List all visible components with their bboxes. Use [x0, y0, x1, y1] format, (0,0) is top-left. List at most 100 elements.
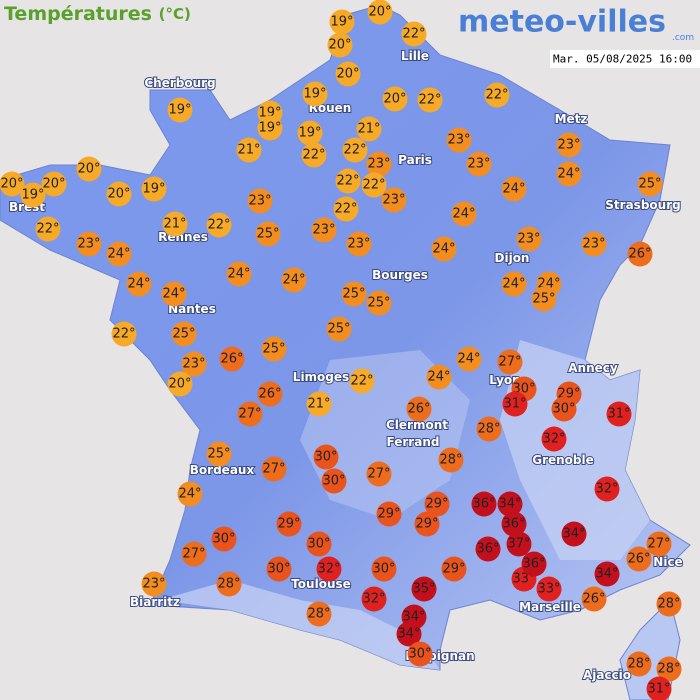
temperature-dot	[329, 9, 355, 35]
temperature-markers: 20°19°22°20°20°19° 20° 22° 22°19° 19°19° 19° 2…	[0, 0, 682, 700]
temperature-dot	[361, 586, 387, 612]
temperature-marker: 34°	[594, 561, 620, 587]
temperature-label: 33°	[537, 582, 560, 597]
temperature-dot	[206, 441, 232, 467]
temperature-label: 19°	[330, 15, 353, 30]
temperature-marker: 23°	[247, 188, 273, 214]
temperature-dot	[167, 371, 193, 397]
temperature-marker: 20°	[327, 32, 353, 58]
temperature-marker: 28°	[626, 651, 652, 677]
temperature-label: 24°	[107, 247, 130, 262]
temperature-dot	[406, 396, 432, 422]
temperature-marker: 27°	[181, 541, 207, 567]
temperature-marker: 25°	[261, 336, 287, 362]
temperature-label: 20°	[107, 187, 130, 202]
temperature-label: 30°	[307, 537, 330, 552]
temperature-marker: 24°	[226, 261, 252, 287]
temperature-marker: 31°	[502, 391, 528, 417]
title: Températures (°C)	[4, 3, 191, 25]
temperature-dot	[106, 181, 132, 207]
temperature-dot	[306, 391, 332, 417]
mountains	[500, 340, 650, 560]
temperature-label: 36°	[472, 497, 495, 512]
temperature-label: 27°	[182, 547, 205, 562]
temperature-label: 28°	[217, 577, 240, 592]
temperature-marker: 35°	[411, 576, 437, 602]
temperature-dot	[162, 211, 188, 237]
temperature-marker: 24°	[161, 281, 187, 307]
temperature-marker: 30°	[551, 396, 577, 422]
city-label: Clermont	[386, 418, 448, 432]
temperature-dot	[255, 221, 281, 247]
temperature-dot	[371, 556, 397, 582]
temperature-marker: 26°	[626, 546, 652, 572]
temperature-label: 28°	[657, 597, 680, 612]
temperature-marker: 25°	[171, 321, 197, 347]
temperature-dot	[349, 368, 375, 394]
temperature-label: 27°	[367, 467, 390, 482]
temperature-dot	[627, 241, 653, 267]
temperature-label: 24°	[162, 287, 185, 302]
city-label: Toulouse	[291, 577, 351, 591]
temperature-marker: 22°	[349, 368, 375, 394]
temperature-dot	[316, 556, 342, 582]
temperature-marker: 36°	[521, 551, 547, 577]
temperature-dot	[646, 531, 672, 557]
temperature-dot	[181, 541, 207, 567]
temperature-marker: 36°	[501, 511, 527, 537]
temperature-label: 29°	[442, 562, 465, 577]
temperature-marker: 26°	[219, 346, 245, 372]
temperature-dot	[216, 571, 242, 597]
temperature-label: 36°	[522, 557, 545, 572]
temperature-label: 25°	[262, 342, 285, 357]
temperature-marker: 30°	[407, 641, 433, 667]
temperature-marker: 26°	[581, 586, 607, 612]
temperature-label: 20°	[77, 162, 100, 177]
temperature-dot	[475, 536, 501, 562]
temperature-marker: 24°	[556, 161, 582, 187]
timestamp: Mar. 05/08/2025 16:00	[553, 53, 692, 66]
temperature-label: 29°	[377, 507, 400, 522]
temperature-label: 25°	[207, 447, 230, 462]
temperature-label: 27°	[262, 462, 285, 477]
temperature-marker: 21°	[236, 137, 262, 163]
temperature-label: 34°	[402, 610, 425, 625]
temperature-label: 20°	[383, 92, 406, 107]
temperature-marker: 30°	[371, 556, 397, 582]
temperature-dot	[656, 591, 682, 617]
temperature-dot	[171, 321, 197, 347]
temperature-marker: 32°	[594, 476, 620, 502]
temperature-marker: 23°	[381, 187, 407, 213]
temperature-label: 22°	[402, 27, 425, 42]
temperature-label: 28°	[439, 453, 462, 468]
temperature-marker: 22°	[301, 142, 327, 168]
temperature-marker: 22°	[35, 216, 61, 242]
temperature-marker: 24°	[106, 241, 132, 267]
temperature-label: 34°	[595, 567, 618, 582]
temperature-dot	[407, 641, 433, 667]
temperature-marker: 30°	[266, 556, 292, 582]
temperature-dot	[381, 187, 407, 213]
temperature-label: 29°	[425, 497, 448, 512]
temperature-dot	[536, 576, 562, 602]
temperature-marker: 19°	[297, 120, 323, 146]
temperature-marker: 34°	[396, 621, 422, 647]
temperature-marker: 28°	[306, 601, 332, 627]
temperature-label: 26°	[582, 592, 605, 607]
temperature-label: 26°	[258, 387, 281, 402]
temperature-label: 25°	[256, 227, 279, 242]
temperature-marker: 23°	[181, 351, 207, 377]
temperature-dot	[521, 551, 547, 577]
temperature-marker: 23°	[466, 151, 492, 177]
temperature-label: 34°	[498, 497, 521, 512]
temperature-dot	[516, 226, 542, 252]
temperature-label: 19°	[21, 188, 44, 203]
temperature-label: 23°	[347, 237, 370, 252]
temperature-label: 19°	[168, 103, 191, 118]
temperature-dot	[177, 481, 203, 507]
temperature-marker: 25°	[637, 171, 663, 197]
temperature-label: 19°	[258, 106, 281, 121]
temperature-dot	[211, 526, 237, 552]
temperature-marker: 23°	[76, 231, 102, 257]
